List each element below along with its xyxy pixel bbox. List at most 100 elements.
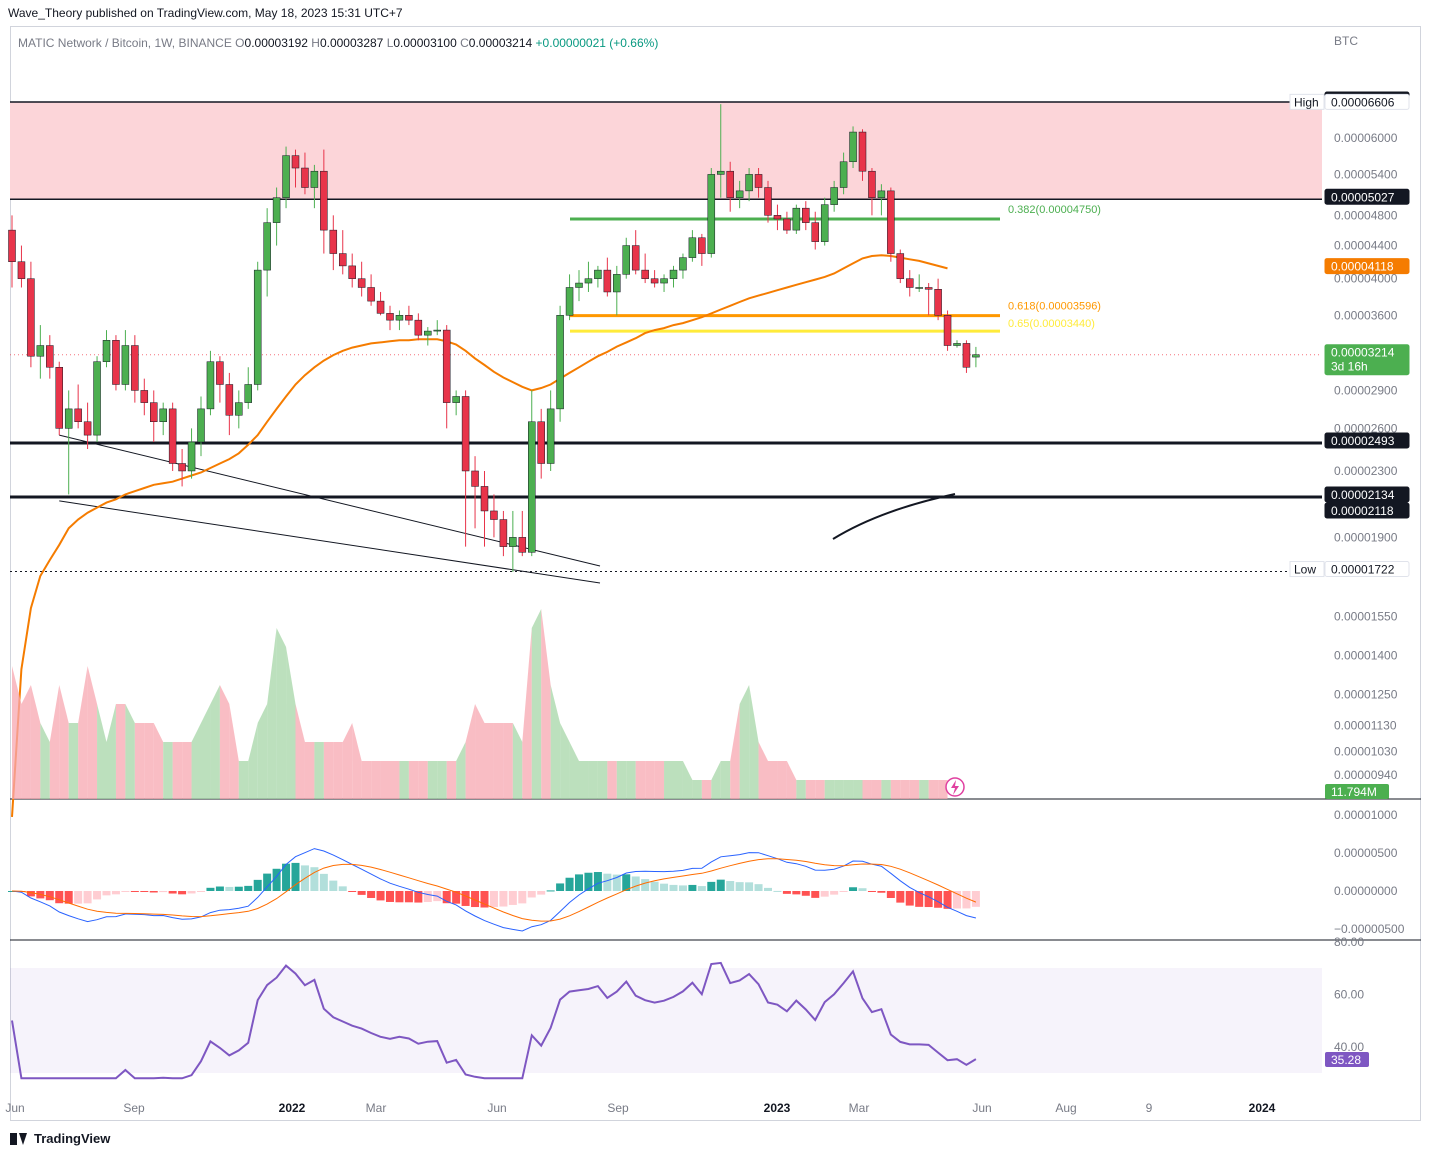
volume-area-segment: [531, 609, 542, 799]
volume-area-segment: [286, 647, 296, 799]
volume-area-segment: [418, 761, 428, 799]
candle: [386, 305, 394, 331]
macd-histogram-bar: [461, 891, 470, 906]
macd-axis-tick: 0.00000500: [1334, 846, 1398, 860]
candle-body: [830, 187, 838, 205]
footer-brand: TradingView: [10, 1131, 110, 1146]
candle: [698, 233, 706, 266]
candle-body: [546, 408, 555, 464]
volume-area-segment: [437, 761, 447, 799]
candle: [320, 149, 328, 254]
macd-histogram-bar: [660, 883, 669, 891]
volume-area-segment: [635, 761, 646, 799]
volume-area-segment: [153, 723, 164, 799]
candle: [943, 310, 952, 351]
macd-histogram-bar: [915, 891, 924, 907]
candle: [263, 208, 271, 297]
price-label-box: [1324, 432, 1410, 449]
candle: [858, 129, 867, 181]
price-label-text: 0.00002493: [1331, 434, 1395, 448]
volume-area-segment: [68, 723, 79, 799]
time-axis-tick: 2023: [764, 1101, 791, 1115]
volume-area-segment: [909, 780, 920, 799]
macd-histogram-bar: [130, 891, 139, 892]
price-label-countdown: 3d 16h: [1331, 360, 1368, 374]
candle: [112, 335, 120, 391]
candle-body: [669, 269, 678, 279]
candle: [121, 330, 130, 391]
volume-area-segment: [371, 761, 381, 799]
candle: [27, 261, 35, 368]
price-axis-tick: 0.00004800: [1334, 208, 1398, 222]
candle-body: [943, 315, 952, 346]
macd-histogram-bar: [140, 891, 149, 892]
macd-axis-tick: 0.00000000: [1334, 884, 1398, 898]
price-label: 0.00002118: [1324, 502, 1410, 519]
volume-area-segment: [399, 761, 409, 799]
legend-close-label: C: [460, 36, 469, 50]
macd-histogram-bar: [678, 885, 687, 891]
legend-open: 0.00003192: [244, 36, 308, 50]
time-axis-tick: 2024: [1249, 1101, 1276, 1115]
candle-body: [216, 361, 224, 385]
candle: [490, 494, 498, 538]
volume-area-segment: [834, 780, 844, 799]
macd-histogram-bar: [26, 891, 35, 897]
volume-area-segment: [569, 742, 579, 799]
price-label: 0.00004118: [1324, 258, 1410, 275]
price-label-text: 0.00005027: [1331, 190, 1395, 204]
macd-axis-tick: 0.00001000: [1334, 808, 1398, 822]
candle: [461, 390, 470, 547]
macd-histogram-bar: [489, 891, 498, 908]
price-label-box: [1324, 561, 1410, 578]
time-axis-tick: 9: [1146, 1101, 1153, 1115]
candle: [915, 274, 923, 292]
macd-histogram-bar: [215, 886, 224, 891]
rsi-axis-tick: 60.00: [1334, 987, 1364, 1001]
candle: [55, 361, 63, 436]
price-axis-tick: 0.00002600: [1334, 421, 1398, 435]
candle-body: [849, 131, 857, 163]
candle: [783, 211, 791, 234]
macd-histogram-bar: [319, 873, 328, 891]
candle-body: [357, 278, 366, 288]
candle: [225, 372, 234, 436]
volume-area-segment: [626, 761, 636, 799]
macd-histogram-bar: [773, 890, 782, 892]
candle-body: [197, 408, 205, 443]
macd-histogram-bar: [584, 872, 593, 891]
volume-area-segment: [493, 723, 504, 799]
macd-histogram-bar: [726, 881, 735, 891]
volume-area-segment: [115, 704, 126, 799]
candle: [414, 313, 423, 341]
macd-histogram-bar: [669, 884, 678, 891]
volume-area-segment: [172, 742, 183, 799]
macd-histogram-bar: [178, 891, 187, 895]
macd-histogram-bar: [282, 863, 291, 891]
candle: [934, 278, 942, 321]
candle: [556, 305, 564, 422]
candle: [726, 161, 734, 212]
price-axis-tick: 0.00001550: [1334, 609, 1398, 623]
candle: [206, 350, 215, 416]
volume-area-segment: [333, 742, 343, 799]
candle: [131, 335, 139, 403]
candle-body: [452, 396, 460, 403]
candle-body: [178, 463, 186, 472]
volume-area-segment: [390, 761, 400, 799]
candle-body: [556, 315, 564, 410]
volume-area-segment: [210, 685, 220, 799]
volume-area-segment: [588, 761, 598, 799]
candle-body: [253, 269, 262, 385]
macd-histogram-bar: [886, 891, 895, 898]
candle: [575, 270, 583, 302]
macd-histogram-bar: [423, 891, 432, 903]
volume-area-segment: [541, 609, 551, 799]
candle: [603, 257, 612, 297]
candle-body: [131, 345, 139, 391]
lightning-icon-bolt: [951, 780, 959, 795]
volume-area-segment: [12, 666, 22, 799]
candle-body: [962, 343, 971, 368]
